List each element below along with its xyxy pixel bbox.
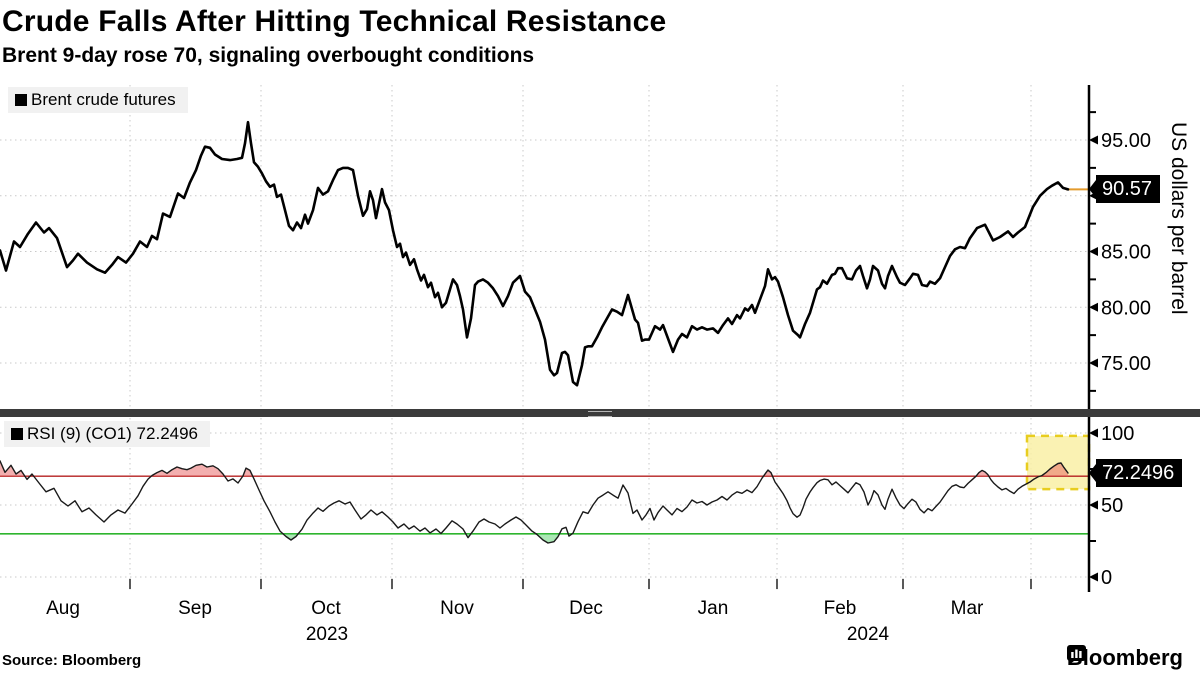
legend-swatch-icon — [11, 428, 23, 440]
rsi-oversold-fill — [536, 533, 560, 543]
rsi-oversold-fill — [283, 533, 299, 540]
price-axis-tick — [1089, 135, 1098, 145]
rsi-axis-label: 50 — [1101, 495, 1123, 517]
price-axis-label: 85.00 — [1101, 242, 1151, 264]
price-axis-tick — [1089, 247, 1098, 256]
rsi-axis-tick — [1089, 428, 1098, 438]
page-title: Crude Falls After Hitting Technical Resi… — [2, 5, 667, 38]
x-axis-month-label: Feb — [824, 598, 857, 619]
price-plot-area[interactable] — [0, 85, 1089, 408]
rsi-line — [0, 460, 1069, 544]
rsi-overbought-fill — [1040, 463, 1068, 477]
rsi-axis-label: 0 — [1101, 567, 1112, 589]
price-axis-label: 80.00 — [1101, 297, 1151, 319]
x-axis-month-label: Dec — [569, 598, 603, 619]
bloomberg-logo-text: Bloomberg — [1066, 645, 1183, 670]
bloomberg-logo: Bloomberg — [1066, 645, 1190, 671]
x-axis-month-label: Jan — [698, 598, 729, 619]
x-axis-year-label: 2024 — [847, 624, 890, 645]
legend-price-label: Brent crude futures — [31, 90, 176, 109]
rsi-axis-label: 100 — [1101, 423, 1134, 445]
price-axis-tick — [1089, 358, 1098, 368]
rsi-axis-tick — [1089, 500, 1098, 510]
x-axis-month-label: Aug — [46, 598, 80, 619]
x-axis-month-label: Mar — [951, 598, 984, 619]
rsi-axis-tick — [1089, 572, 1098, 582]
rsi-overbought-fill — [763, 470, 773, 477]
price-axis-label: 75.00 — [1101, 353, 1151, 375]
price-axis-unit-label: US dollars per barrel — [1167, 122, 1190, 315]
x-axis-month-label: Sep — [178, 598, 212, 619]
legend-rsi-label: RSI (9) (CO1) 72.2496 — [27, 424, 199, 443]
source-note: Source: Bloomberg — [2, 652, 142, 669]
x-axis-year-label: 2023 — [306, 624, 348, 645]
last-rsi-tag: 72.2496 — [1088, 459, 1183, 487]
rsi-highlight-box — [1025, 434, 1091, 491]
price-axis-label: 95.00 — [1101, 130, 1151, 152]
last-price-tag: 90.57 — [1088, 175, 1161, 203]
x-axis-month-label: Nov — [440, 598, 474, 619]
legend-brent-crude-futures[interactable]: Brent crude futures — [8, 87, 188, 113]
panel-divider — [0, 409, 1200, 417]
panel-divider-grip-handle[interactable] — [588, 411, 612, 417]
price-axis-tick — [1089, 302, 1098, 312]
page-subtitle: Brent 9-day rose 70, signaling overbough… — [2, 44, 535, 67]
x-axis-month-label: Oct — [311, 598, 341, 619]
rsi-overbought-fill — [976, 470, 989, 477]
brent-price-line — [0, 120, 1070, 387]
legend-rsi[interactable]: RSI (9) (CO1) 72.2496 — [4, 421, 211, 447]
legend-swatch-icon — [15, 94, 27, 106]
